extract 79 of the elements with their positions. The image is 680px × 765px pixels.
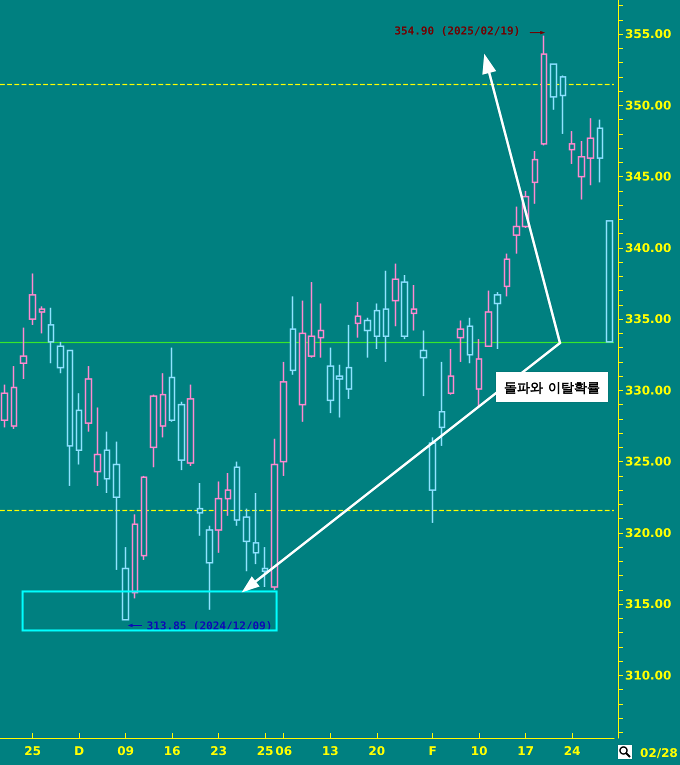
candlestick [540,34,548,146]
x-tick-label: 25 [24,744,41,758]
annotation: 돌파와 이탈확률 [504,381,600,396]
candlestick [48,306,54,364]
candlestick [38,306,46,334]
y-tick-label: 340.00 [625,240,672,255]
candlestick [76,392,82,466]
candlestick [606,220,614,343]
annotation: 354.90 (2025/02/19) [394,24,520,38]
candlestick [262,546,268,588]
x-tick-label: 16 [164,744,180,758]
candlestick [550,63,558,110]
candlestick [0,384,8,428]
candlestick [168,346,176,422]
x-tick-label: 13 [322,744,339,758]
candlestick [354,301,362,338]
y-tick-label: 335.00 [625,312,672,326]
candlestick [234,460,240,526]
candlestick [112,440,120,571]
x-tick-label: 23 [210,744,227,758]
x-tick-label: 09 [117,744,134,758]
candlestick [532,150,538,204]
candlestick [568,130,576,165]
candlestick [270,438,278,591]
x-tick-label: 06 [275,744,292,758]
candlestick [20,326,28,380]
candlestick [252,492,260,565]
candlestick [382,270,390,363]
candlestick [428,436,436,524]
candlestick [364,316,372,358]
x-tick-label: 25 [256,744,274,758]
candlestick [290,296,296,376]
y-tick-label: 310.00 [625,668,672,682]
candlestick [66,350,74,487]
candlestick [10,365,18,430]
candlestick [224,472,232,516]
candlestick [104,430,110,494]
candlestick [438,361,446,447]
candlestick [160,372,166,438]
candlestick [456,320,464,363]
text: 02/28 [640,746,678,760]
candlestick [196,482,204,536]
candlestick [242,508,250,572]
candlestick [346,324,352,400]
annotation: 313.85 (2024/12/09) [146,619,272,632]
y-tick-label: 330.00 [625,383,672,398]
x-tick-label: 24 [564,744,580,758]
x-tick-label: 10 [470,744,488,758]
candlestick [560,74,566,135]
candlestick [280,361,288,477]
candlestick [84,365,92,432]
candlestick [466,316,474,364]
y-tick-label: 320.00 [625,526,672,540]
candlestick [28,272,36,326]
y-tick-label: 345.00 [625,170,672,184]
candlestick [504,252,510,298]
candlestick [476,338,482,408]
candlestick [420,330,428,397]
candlestick [140,475,148,561]
candlestick [596,118,604,184]
candlestick [410,284,418,332]
candlestick [484,290,492,347]
x-tick-label: F [428,744,437,758]
candlestick [150,394,158,468]
y-tick-label: 355.00 [625,27,672,42]
x-tick-label: D [74,744,84,758]
x-tick-label: 20 [368,744,386,758]
candlestick [56,341,64,374]
candlestick [94,406,102,487]
x-tick-label: 17 [517,744,534,758]
candlestick [318,302,324,358]
candlestick [374,302,380,350]
candlestick [494,291,502,350]
candlestick [448,348,454,396]
candlestick [122,546,130,622]
y-tick-label: 315.00 [625,597,672,612]
candlestick [132,514,138,600]
y-tick-label: 350.00 [625,98,672,112]
y-tick-label: 325.00 [625,454,672,469]
